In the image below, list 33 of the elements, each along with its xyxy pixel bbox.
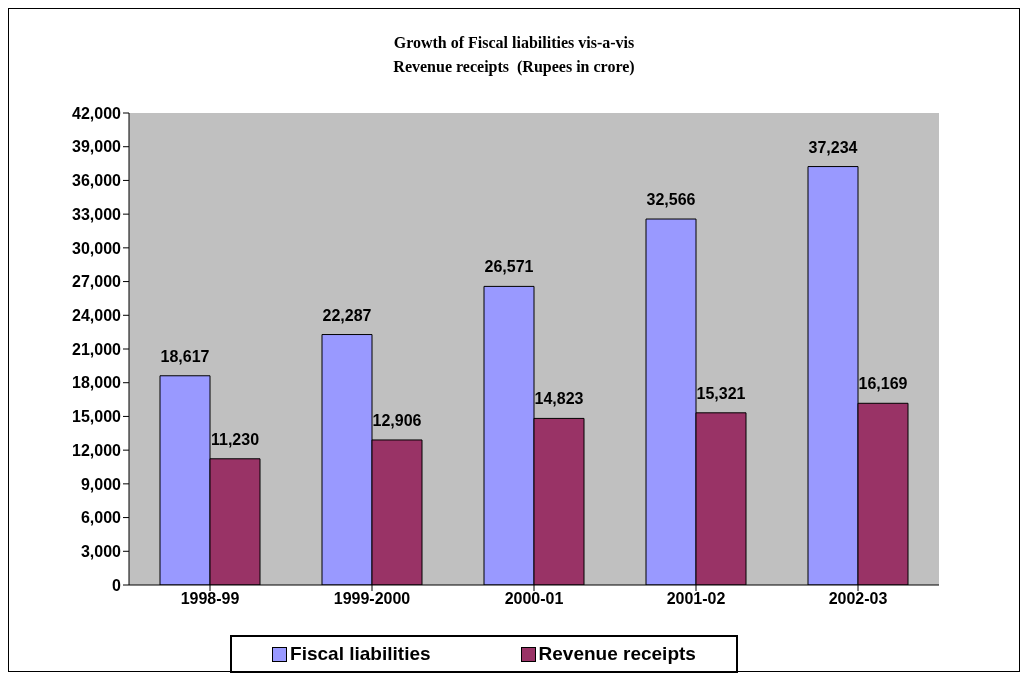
y-tick-label: 36,000 xyxy=(72,172,122,190)
y-tick-label: 15,000 xyxy=(72,408,122,426)
legend-label: Revenue receipts xyxy=(537,643,696,665)
data-label: 12,906 xyxy=(372,411,422,429)
y-tick-label: 3,000 xyxy=(80,542,122,560)
y-tick-label: 12,000 xyxy=(72,441,122,459)
y-tick-label: 6,000 xyxy=(80,509,122,527)
y-tick-label: 21,000 xyxy=(72,340,122,358)
y-tick-label: 33,000 xyxy=(72,205,122,223)
x-tick-label: 1998-99 xyxy=(180,590,240,608)
data-label: 26,571 xyxy=(484,258,534,276)
data-label: 22,287 xyxy=(322,306,372,324)
data-label: 11,230 xyxy=(210,430,260,448)
y-tick-label: 39,000 xyxy=(72,138,122,156)
data-label: 37,234 xyxy=(808,138,858,156)
chart-title: Growth of Fiscal liabilities vis-a-vis Revenue receipts (Rupees in crore) xyxy=(392,33,636,78)
y-tick-label: 0 xyxy=(112,576,122,594)
y-tick-label: 9,000 xyxy=(80,475,122,493)
x-tick-label: 2001-02 xyxy=(666,590,726,608)
legend-label: Fiscal liabilities xyxy=(289,643,431,665)
x-tick-label: 2002-03 xyxy=(828,590,888,608)
data-label: 16,169 xyxy=(858,375,908,393)
data-label: 32,566 xyxy=(646,191,696,209)
data-label: 15,321 xyxy=(696,384,746,402)
x-tick-label: 2000-01 xyxy=(504,590,564,608)
x-tick-label: 1999-2000 xyxy=(333,590,411,608)
data-label: 14,823 xyxy=(534,390,584,408)
y-tick-label: 30,000 xyxy=(72,239,122,257)
y-tick-label: 18,000 xyxy=(72,374,122,392)
y-tick-label: 27,000 xyxy=(72,273,122,291)
y-tick-label: 42,000 xyxy=(72,104,122,122)
data-label: 18,617 xyxy=(160,347,210,365)
y-tick-label: 24,000 xyxy=(72,306,122,324)
